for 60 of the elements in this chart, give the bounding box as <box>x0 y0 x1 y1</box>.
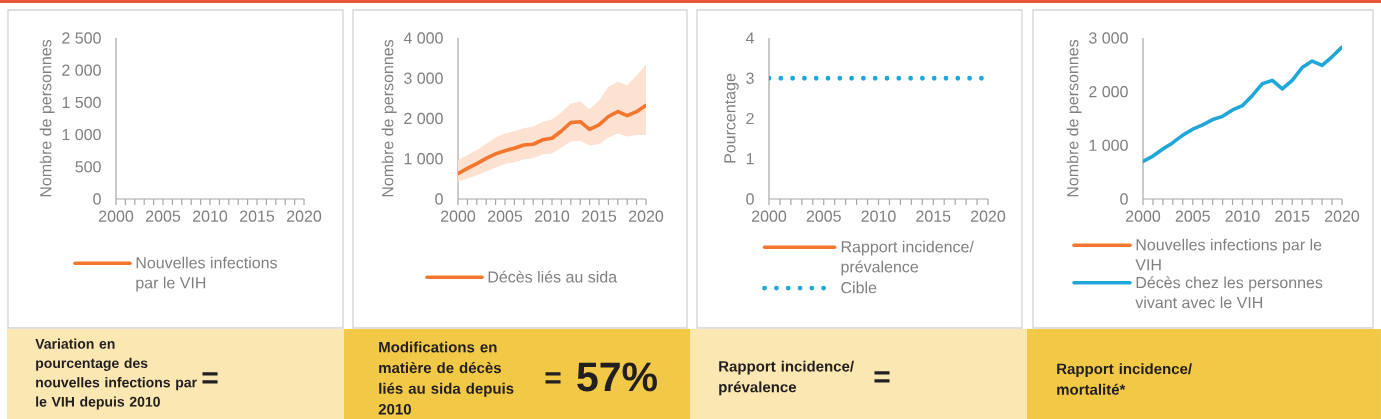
y-axis-title: Nombre de personnes <box>381 39 397 197</box>
y-tick-label: 3 <box>746 72 754 84</box>
line-series <box>1143 45 1342 164</box>
text: Rapport incidence/mortalité* <box>1057 363 1192 395</box>
text: Variation en pourcentage des nouvelles infections par le VIH depuis 2010 <box>35 338 197 410</box>
y-tick-label: 2 500 <box>62 32 101 44</box>
y-tick-label: 0 <box>1120 193 1128 205</box>
y-tick-label: 4 <box>745 32 754 44</box>
y-tick-label: 1 500 <box>62 96 101 109</box>
text: = <box>545 372 561 384</box>
y-axis-title: Pourcentage <box>724 73 739 163</box>
y-tick-label: 3 000 <box>404 72 443 84</box>
text: Modifications en matière de décès liés au sida depuis 2010 <box>378 341 514 415</box>
legend-label: Cible <box>841 281 877 294</box>
y-tick-label: 1 <box>746 153 754 165</box>
legend-label: Nouvelles infections par le VIH <box>1135 238 1322 271</box>
x-tick-label: 2000 <box>99 210 134 222</box>
x-tick-label: 2010 <box>535 210 570 222</box>
y-tick-label: 1 000 <box>62 128 101 141</box>
y-tick-label: 1 000 <box>1089 139 1128 151</box>
y-tick-label: 2 000 <box>404 112 443 125</box>
y-tick-label: 3 000 <box>1089 32 1128 44</box>
y-tick-label: 1 000 <box>404 153 443 165</box>
y-tick-label: 2 000 <box>1089 86 1128 98</box>
x-tick-label: 2000 <box>1126 210 1161 222</box>
y-tick-label: 2 <box>746 112 754 125</box>
x-tick-label: 2020 <box>287 210 322 222</box>
x-tick-label: 2015 <box>240 210 275 222</box>
y-axis-title: Nombre de personnes <box>39 39 55 197</box>
text: Rapport incidence/prévalence <box>719 360 854 396</box>
y-tick-label: 500 <box>75 161 101 173</box>
y-tick-label: 4 000 <box>403 32 443 44</box>
y-tick-label: 2 000 <box>62 64 101 76</box>
legend-label: Décès chez les personnes vivant avec le VIH <box>1135 276 1323 309</box>
x-tick-label: 2005 <box>1175 210 1210 222</box>
x-tick-label: 2005 <box>146 210 181 222</box>
legend-label: Rapport incidence/prévalence <box>841 240 974 276</box>
y-axis-title: Nombre de personnes <box>1066 39 1082 197</box>
x-tick-label: 2005 <box>806 210 841 222</box>
x-tick-label: 2020 <box>971 210 1006 222</box>
x-tick-label: 2010 <box>1225 210 1260 222</box>
text: = <box>874 371 890 383</box>
y-tick-label: 0 <box>435 193 443 205</box>
x-tick-label: 2005 <box>488 210 523 222</box>
legend-label: Nouvelles infections par le VIH <box>136 256 277 292</box>
x-tick-label: 2010 <box>193 210 228 222</box>
line-series <box>458 103 646 176</box>
x-tick-label: 2020 <box>1325 210 1360 222</box>
x-tick-label: 2015 <box>1275 210 1310 222</box>
legend-label: Décès liés au sida <box>488 270 618 283</box>
x-tick-label: 2010 <box>861 210 896 222</box>
y-tick-label: 0 <box>93 193 101 205</box>
x-tick-label: 2015 <box>916 210 951 222</box>
x-tick-label: 2000 <box>441 210 476 222</box>
x-tick-label: 2015 <box>582 210 617 222</box>
text: = <box>202 372 218 384</box>
x-tick-label: 2020 <box>629 210 664 222</box>
text: 57% <box>577 362 657 392</box>
x-tick-label: 2000 <box>752 210 787 222</box>
y-tick-label: 0 <box>746 193 754 205</box>
